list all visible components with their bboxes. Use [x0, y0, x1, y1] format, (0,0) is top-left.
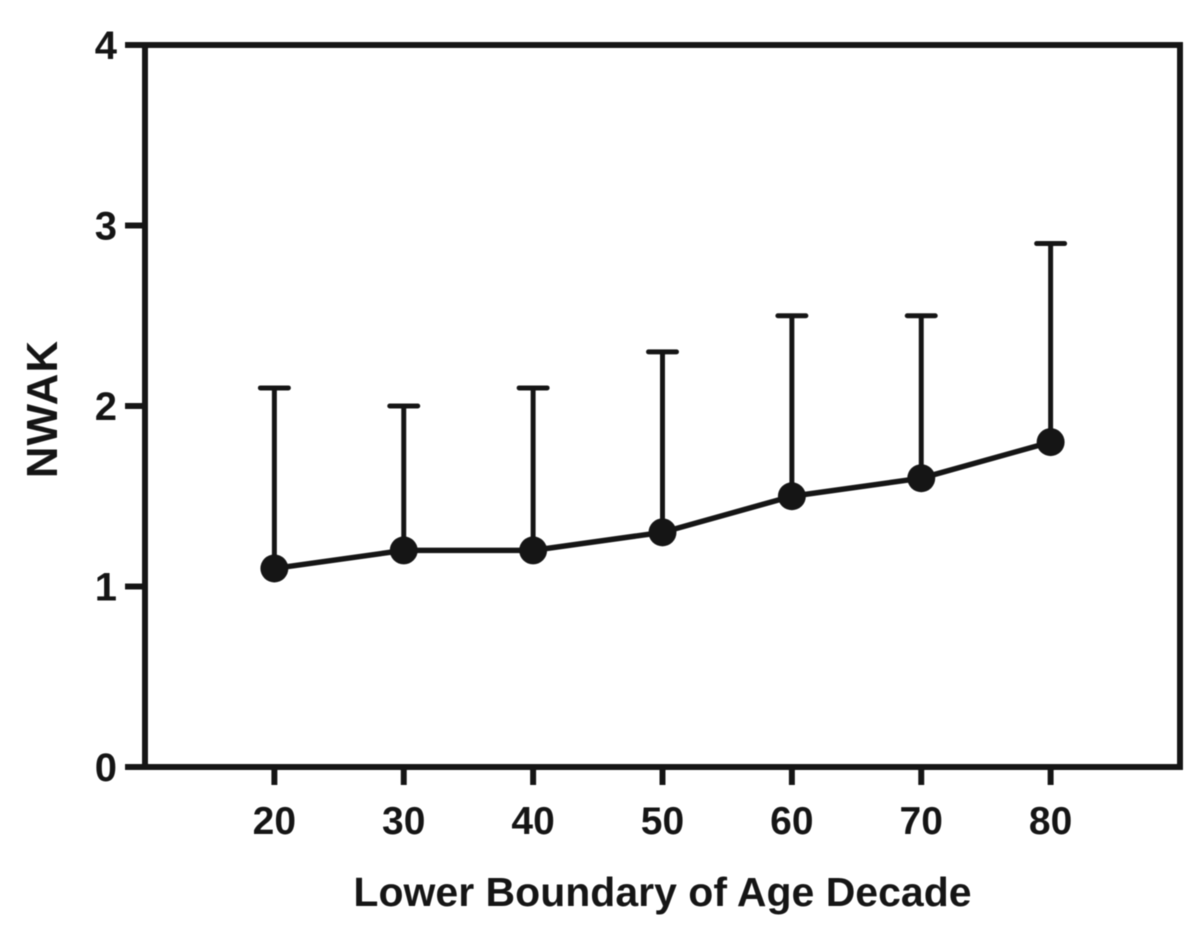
- data-point: [907, 464, 936, 493]
- data-point: [648, 518, 677, 547]
- x-axis-title: Lower Boundary of Age Decade: [353, 869, 972, 915]
- y-tick-label: 2: [95, 385, 117, 429]
- x-tick-label: 30: [382, 800, 425, 843]
- y-tick-label: 3: [95, 205, 117, 249]
- y-tick-label: 0: [95, 746, 117, 790]
- x-tick-label: 80: [1029, 800, 1072, 843]
- x-tick-label: 50: [641, 800, 684, 843]
- data-point: [260, 554, 289, 583]
- data-point: [519, 536, 548, 565]
- x-tick-label: 70: [900, 800, 943, 843]
- data-point: [389, 536, 418, 565]
- x-tick-label: 60: [770, 800, 813, 843]
- data-point: [777, 482, 806, 511]
- y-tick-label: 4: [95, 24, 118, 68]
- data-point: [1036, 428, 1065, 457]
- plot-frame: [142, 42, 1183, 770]
- x-tick-label: 40: [511, 800, 554, 843]
- x-tick-label: 20: [253, 800, 296, 843]
- y-tick-label: 1: [95, 566, 117, 610]
- y-axis-title: NWAK: [18, 339, 67, 479]
